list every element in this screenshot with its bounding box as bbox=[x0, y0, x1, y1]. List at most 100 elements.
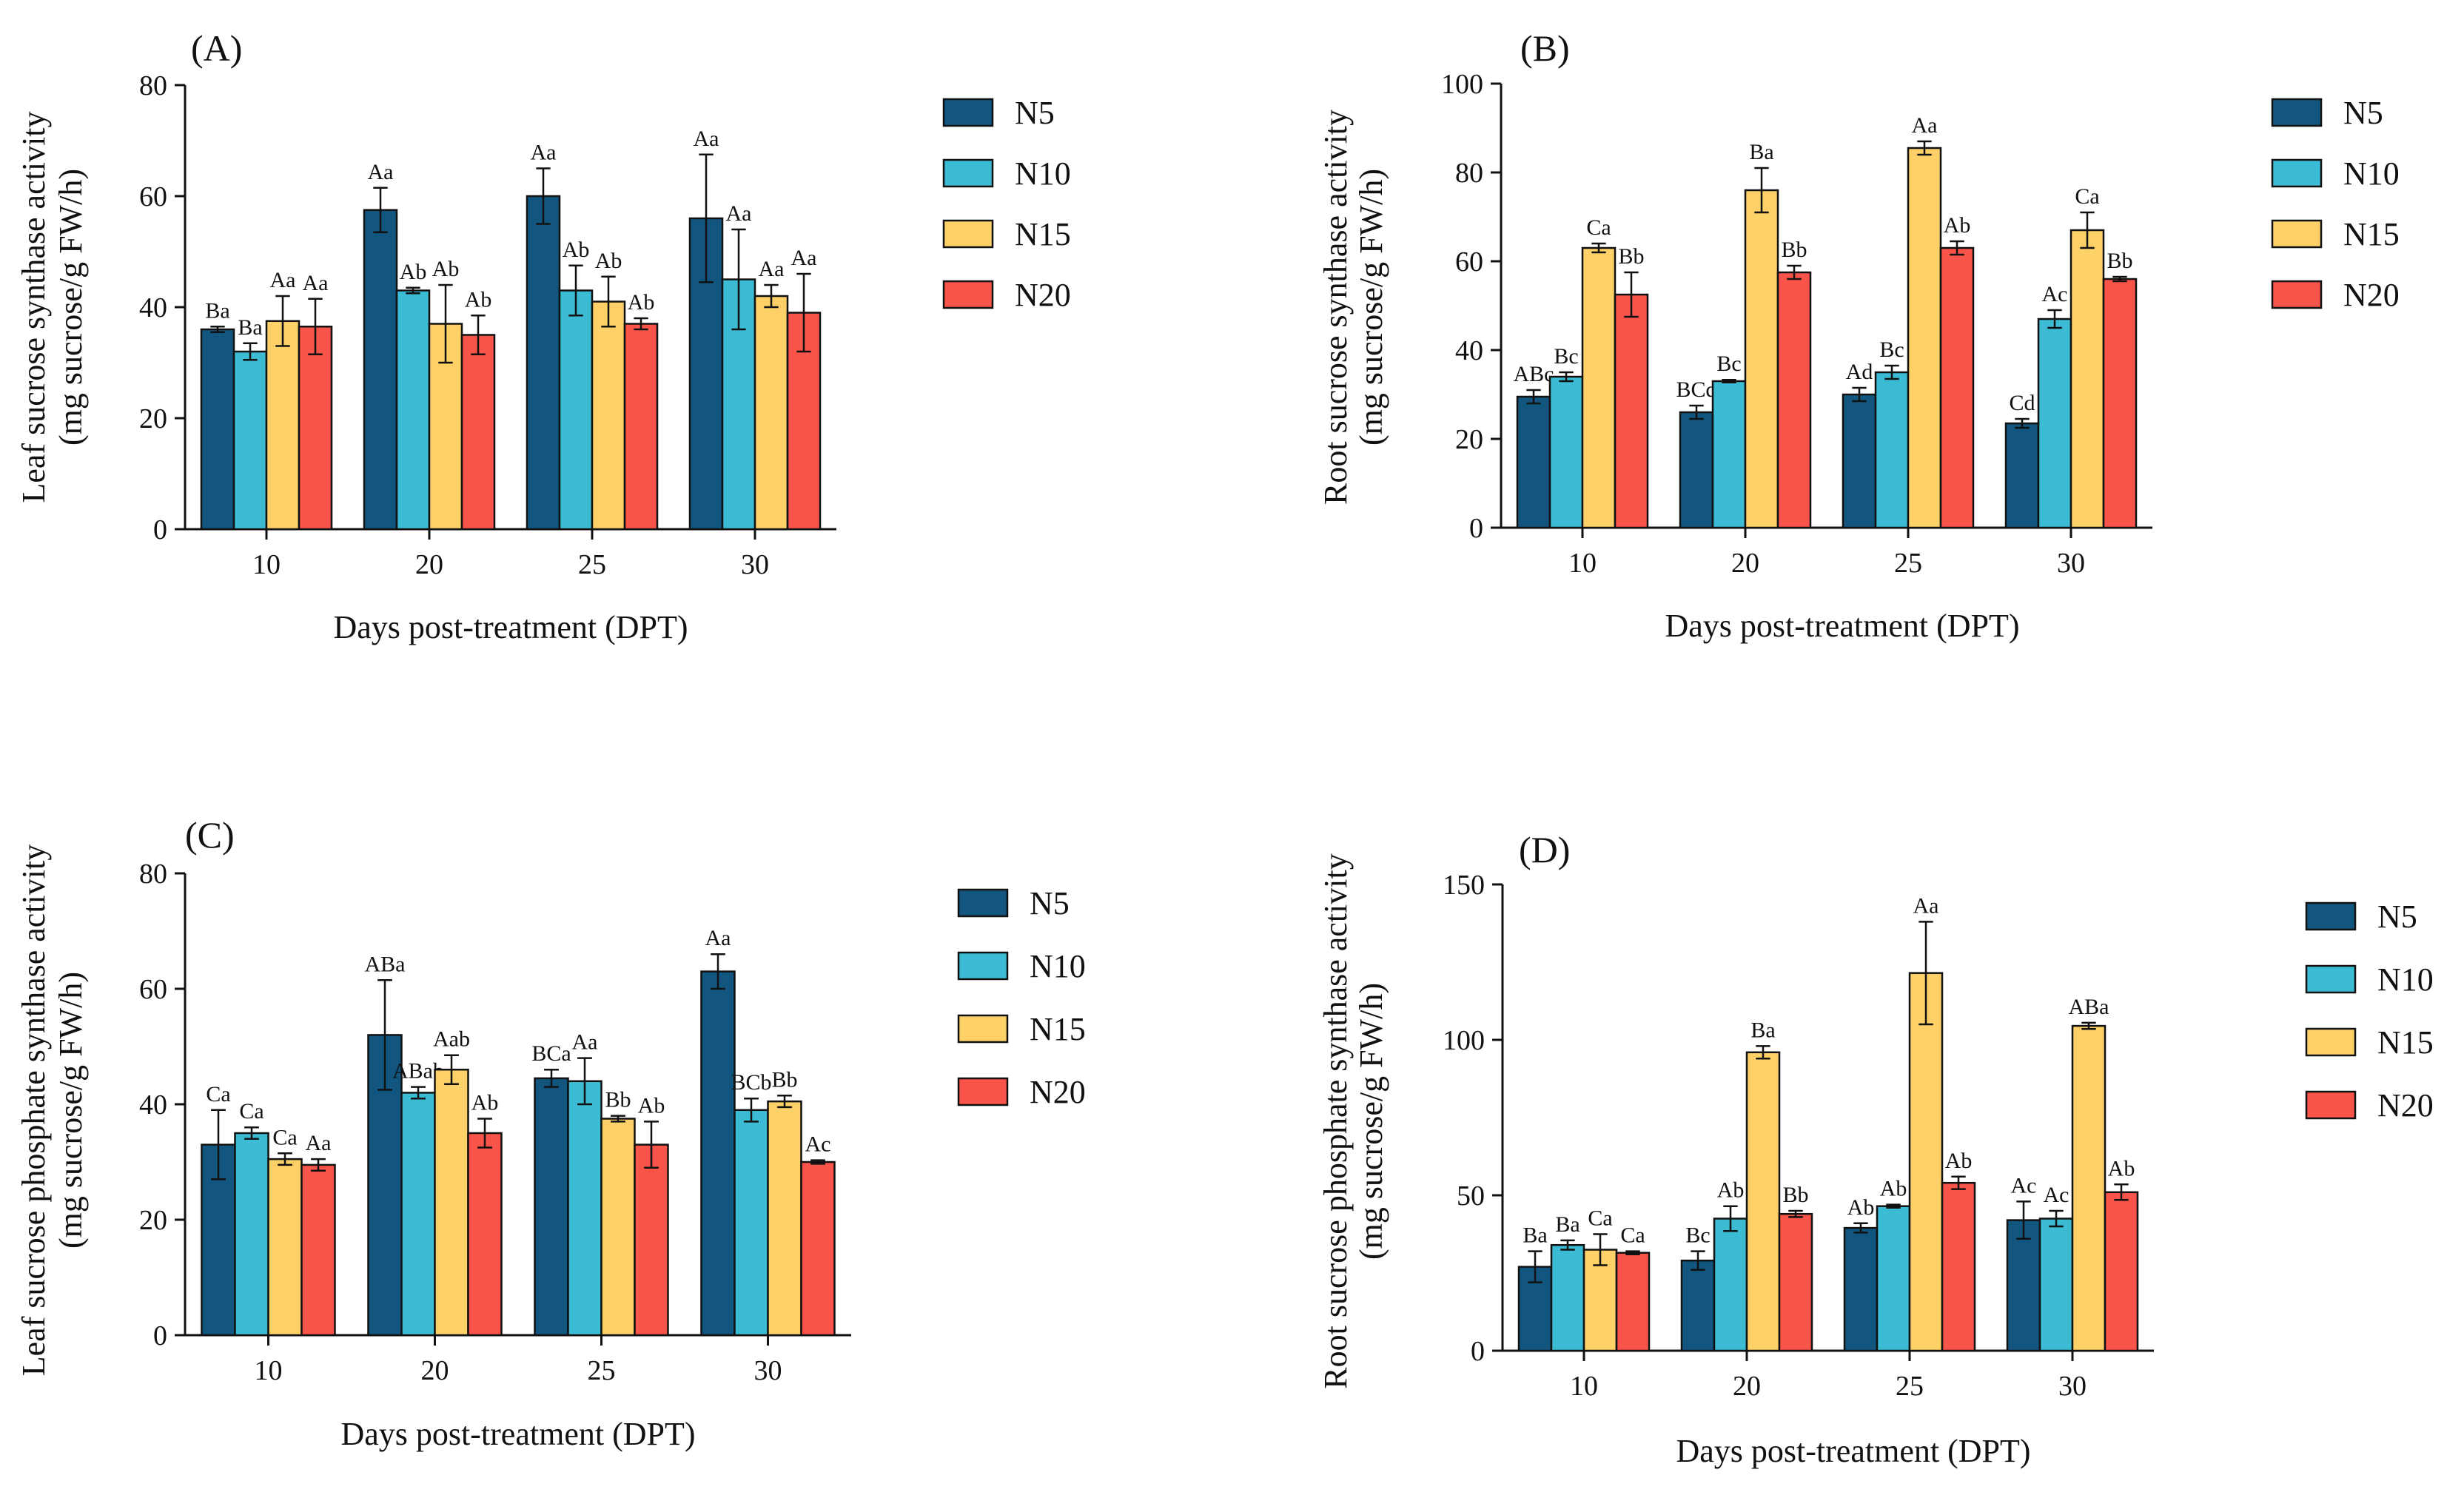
sig-label-d: Ac bbox=[2011, 1173, 2037, 1198]
bar-d-n5-30 bbox=[2006, 1219, 2041, 1352]
bar-d-n10-30 bbox=[2038, 1217, 2074, 1352]
bar-a-n5-10 bbox=[200, 328, 235, 531]
y-tick-label-a: 20 bbox=[139, 403, 167, 434]
bar-c-n20-10 bbox=[301, 1163, 336, 1337]
bar-c-n20-20 bbox=[467, 1132, 503, 1337]
bar-b-n10-10 bbox=[1548, 375, 1584, 529]
sig-label-b: Aa bbox=[1912, 113, 1938, 138]
sig-label-a: Aa bbox=[303, 271, 329, 295]
legend-label-a-n20: N20 bbox=[1015, 277, 1071, 313]
bar-b-n10-25 bbox=[1874, 371, 1910, 529]
legend-swatch-c-n10 bbox=[957, 951, 1009, 981]
y-axis-title-a-line2: (mg sucrose/g FW/h) bbox=[53, 169, 89, 446]
sig-label-a: Aa bbox=[759, 257, 785, 281]
legend-swatch-a-n10 bbox=[942, 158, 994, 188]
bar-a-n15-30 bbox=[753, 295, 789, 531]
bar-c-n10-10 bbox=[234, 1132, 269, 1337]
y-tick-label-b: 0 bbox=[1469, 513, 1483, 544]
sig-label-b: Bc bbox=[1554, 344, 1578, 369]
panel-label-c: (C) bbox=[185, 814, 235, 856]
bar-d-n10-25 bbox=[1876, 1205, 1911, 1352]
legend-swatch-c-n20 bbox=[957, 1077, 1009, 1106]
sig-label-a: Ab bbox=[563, 238, 590, 262]
x-tick-label-d: 25 bbox=[1896, 1371, 1924, 1402]
bar-d-n5-25 bbox=[1843, 1226, 1879, 1352]
legend-label-c-n20: N20 bbox=[1030, 1074, 1086, 1110]
bar-d-n10-20 bbox=[1713, 1217, 1748, 1352]
bar-d-n15-25 bbox=[1908, 972, 1944, 1352]
bar-b-n15-25 bbox=[1907, 147, 1942, 529]
x-tick-label-c: 30 bbox=[754, 1355, 782, 1386]
legend-label-b-n10: N10 bbox=[2343, 155, 2400, 192]
bar-d-n5-20 bbox=[1680, 1259, 1716, 1352]
bar-b-n20-10 bbox=[1614, 293, 1649, 529]
sig-label-c: BCa bbox=[531, 1041, 571, 1066]
legend-swatch-c-n5 bbox=[957, 888, 1009, 918]
x-tick-label-c: 25 bbox=[588, 1355, 616, 1386]
sig-label-a: Ab bbox=[432, 257, 460, 281]
bar-a-n15-25 bbox=[591, 300, 626, 531]
legend-swatch-d-n5 bbox=[2305, 901, 2357, 931]
y-tick-label-d: 0 bbox=[1471, 1336, 1485, 1367]
chart-c-svg: (C) Days post-treatment (DPT) Leaf sucro… bbox=[16, 814, 1086, 1452]
legend-label-a-n15: N15 bbox=[1015, 216, 1071, 252]
sig-label-a: Ba bbox=[238, 315, 262, 340]
y-axis-title-b-line1: Root sucrose synthase activity bbox=[1317, 110, 1354, 505]
panel-label-b: (B) bbox=[1520, 27, 1570, 69]
bar-d-n15-30 bbox=[2071, 1024, 2107, 1352]
bar-c-n20-25 bbox=[634, 1143, 669, 1337]
sig-label-a: Aa bbox=[694, 127, 719, 151]
sig-label-b: Ca bbox=[1586, 215, 1611, 240]
sig-label-b: Ca bbox=[2075, 184, 2099, 209]
sig-label-b: Bc bbox=[1879, 337, 1904, 362]
bar-c-n15-10 bbox=[267, 1158, 303, 1337]
x-tick-label-a: 20 bbox=[415, 549, 443, 580]
bar-a-n5-25 bbox=[526, 195, 561, 531]
sig-label-d: Ab bbox=[1717, 1178, 1745, 1203]
chart-panel-a: (A) Days post-treatment (DPT) Leaf sucro… bbox=[0, 0, 1232, 740]
sig-label-d: Ac bbox=[2044, 1183, 2069, 1207]
y-axis-title-c-line1: Leaf sucrose phosphate synthase activity bbox=[16, 844, 52, 1376]
legend-swatch-b-n20 bbox=[2271, 280, 2323, 309]
sig-label-b: Bb bbox=[1618, 244, 1644, 269]
legend-label-d-n5: N5 bbox=[2377, 899, 2417, 935]
bar-d-n20-20 bbox=[1778, 1212, 1813, 1352]
sig-label-d: Ab bbox=[1880, 1177, 1907, 1201]
sig-label-c: Ca bbox=[239, 1099, 263, 1124]
y-tick-label-d: 50 bbox=[1457, 1180, 1485, 1212]
y-tick-label-b: 40 bbox=[1455, 335, 1483, 366]
legend-swatch-a-n20 bbox=[942, 280, 994, 309]
sig-label-c: Ca bbox=[206, 1082, 230, 1106]
sig-label-a: Aa bbox=[531, 141, 557, 165]
bar-a-n10-10 bbox=[232, 350, 268, 531]
bar-b-n15-20 bbox=[1744, 189, 1779, 529]
legend-label-c-n10: N10 bbox=[1030, 948, 1086, 984]
bar-b-n5-10 bbox=[1516, 395, 1551, 529]
bar-c-n10-30 bbox=[734, 1109, 769, 1337]
y-axis-title-b-line2: (mg sucrose/g FW/h) bbox=[1353, 169, 1389, 446]
sig-label-b: Bb bbox=[2107, 249, 2132, 273]
bar-a-n20-20 bbox=[460, 334, 496, 531]
sig-label-b: BCd bbox=[1676, 377, 1716, 402]
x-tick-label-a: 25 bbox=[578, 549, 606, 580]
y-tick-label-d: 100 bbox=[1443, 1025, 1485, 1056]
sig-label-b: Bb bbox=[1781, 238, 1807, 262]
x-tick-label-d: 20 bbox=[1733, 1371, 1761, 1402]
bar-b-n10-30 bbox=[2037, 318, 2072, 529]
sig-label-d: Bb bbox=[1782, 1183, 1808, 1207]
legend-swatch-a-n5 bbox=[942, 98, 994, 127]
x-tick-label-b: 30 bbox=[2057, 548, 2085, 579]
bar-c-n15-25 bbox=[600, 1118, 636, 1337]
x-tick-label-b: 20 bbox=[1731, 548, 1759, 579]
bar-c-n15-20 bbox=[434, 1068, 469, 1337]
bar-d-n20-25 bbox=[1941, 1181, 1976, 1352]
legend-swatch-d-n10 bbox=[2305, 964, 2357, 994]
sig-label-d: Ba bbox=[1555, 1212, 1580, 1237]
x-tick-label-d: 30 bbox=[2058, 1371, 2087, 1402]
panel-label-a: (A) bbox=[191, 27, 242, 69]
chart-panel-d: (D) Days post-treatment (DPT) Root sucro… bbox=[1232, 740, 2464, 1498]
sig-label-c: Aa bbox=[306, 1131, 332, 1155]
chart-panel-b: (B) Days post-treatment (DPT) Root sucro… bbox=[1232, 0, 2464, 740]
sig-label-a: Ab bbox=[465, 287, 492, 312]
